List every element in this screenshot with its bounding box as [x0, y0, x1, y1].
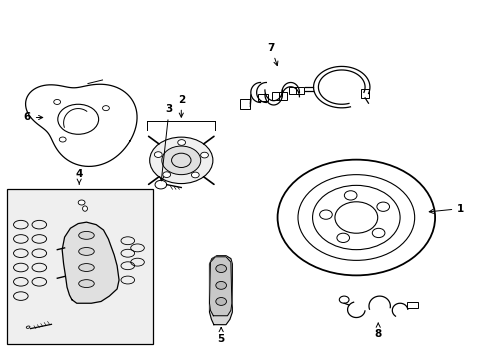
Circle shape — [163, 172, 170, 177]
Circle shape — [215, 265, 226, 273]
Circle shape — [177, 140, 185, 145]
Circle shape — [154, 152, 162, 157]
Circle shape — [162, 146, 201, 175]
Circle shape — [78, 200, 85, 205]
Bar — [288, 87, 297, 94]
Text: 3: 3 — [160, 104, 172, 181]
Polygon shape — [62, 222, 119, 303]
Bar — [407, 302, 417, 307]
Text: 2: 2 — [177, 95, 184, 117]
Bar — [272, 93, 281, 100]
Bar — [258, 94, 267, 102]
Bar — [361, 89, 368, 98]
Polygon shape — [209, 256, 232, 325]
Text: 6: 6 — [23, 112, 42, 122]
Ellipse shape — [79, 280, 94, 288]
Text: 5: 5 — [217, 328, 224, 344]
Ellipse shape — [82, 206, 87, 211]
Circle shape — [215, 297, 226, 305]
Circle shape — [200, 152, 208, 158]
Ellipse shape — [26, 326, 30, 328]
Bar — [239, 99, 250, 109]
Ellipse shape — [79, 231, 94, 239]
Bar — [278, 93, 287, 100]
Ellipse shape — [79, 264, 94, 271]
Ellipse shape — [79, 248, 94, 255]
Text: 8: 8 — [374, 323, 381, 339]
Text: 1: 1 — [428, 203, 464, 213]
Polygon shape — [209, 257, 231, 316]
Bar — [295, 87, 304, 94]
Circle shape — [155, 180, 166, 189]
Text: 7: 7 — [267, 43, 277, 66]
Circle shape — [149, 137, 212, 184]
Text: 4: 4 — [75, 168, 82, 184]
Bar — [7, 189, 153, 344]
Circle shape — [191, 172, 199, 178]
Circle shape — [215, 282, 226, 289]
